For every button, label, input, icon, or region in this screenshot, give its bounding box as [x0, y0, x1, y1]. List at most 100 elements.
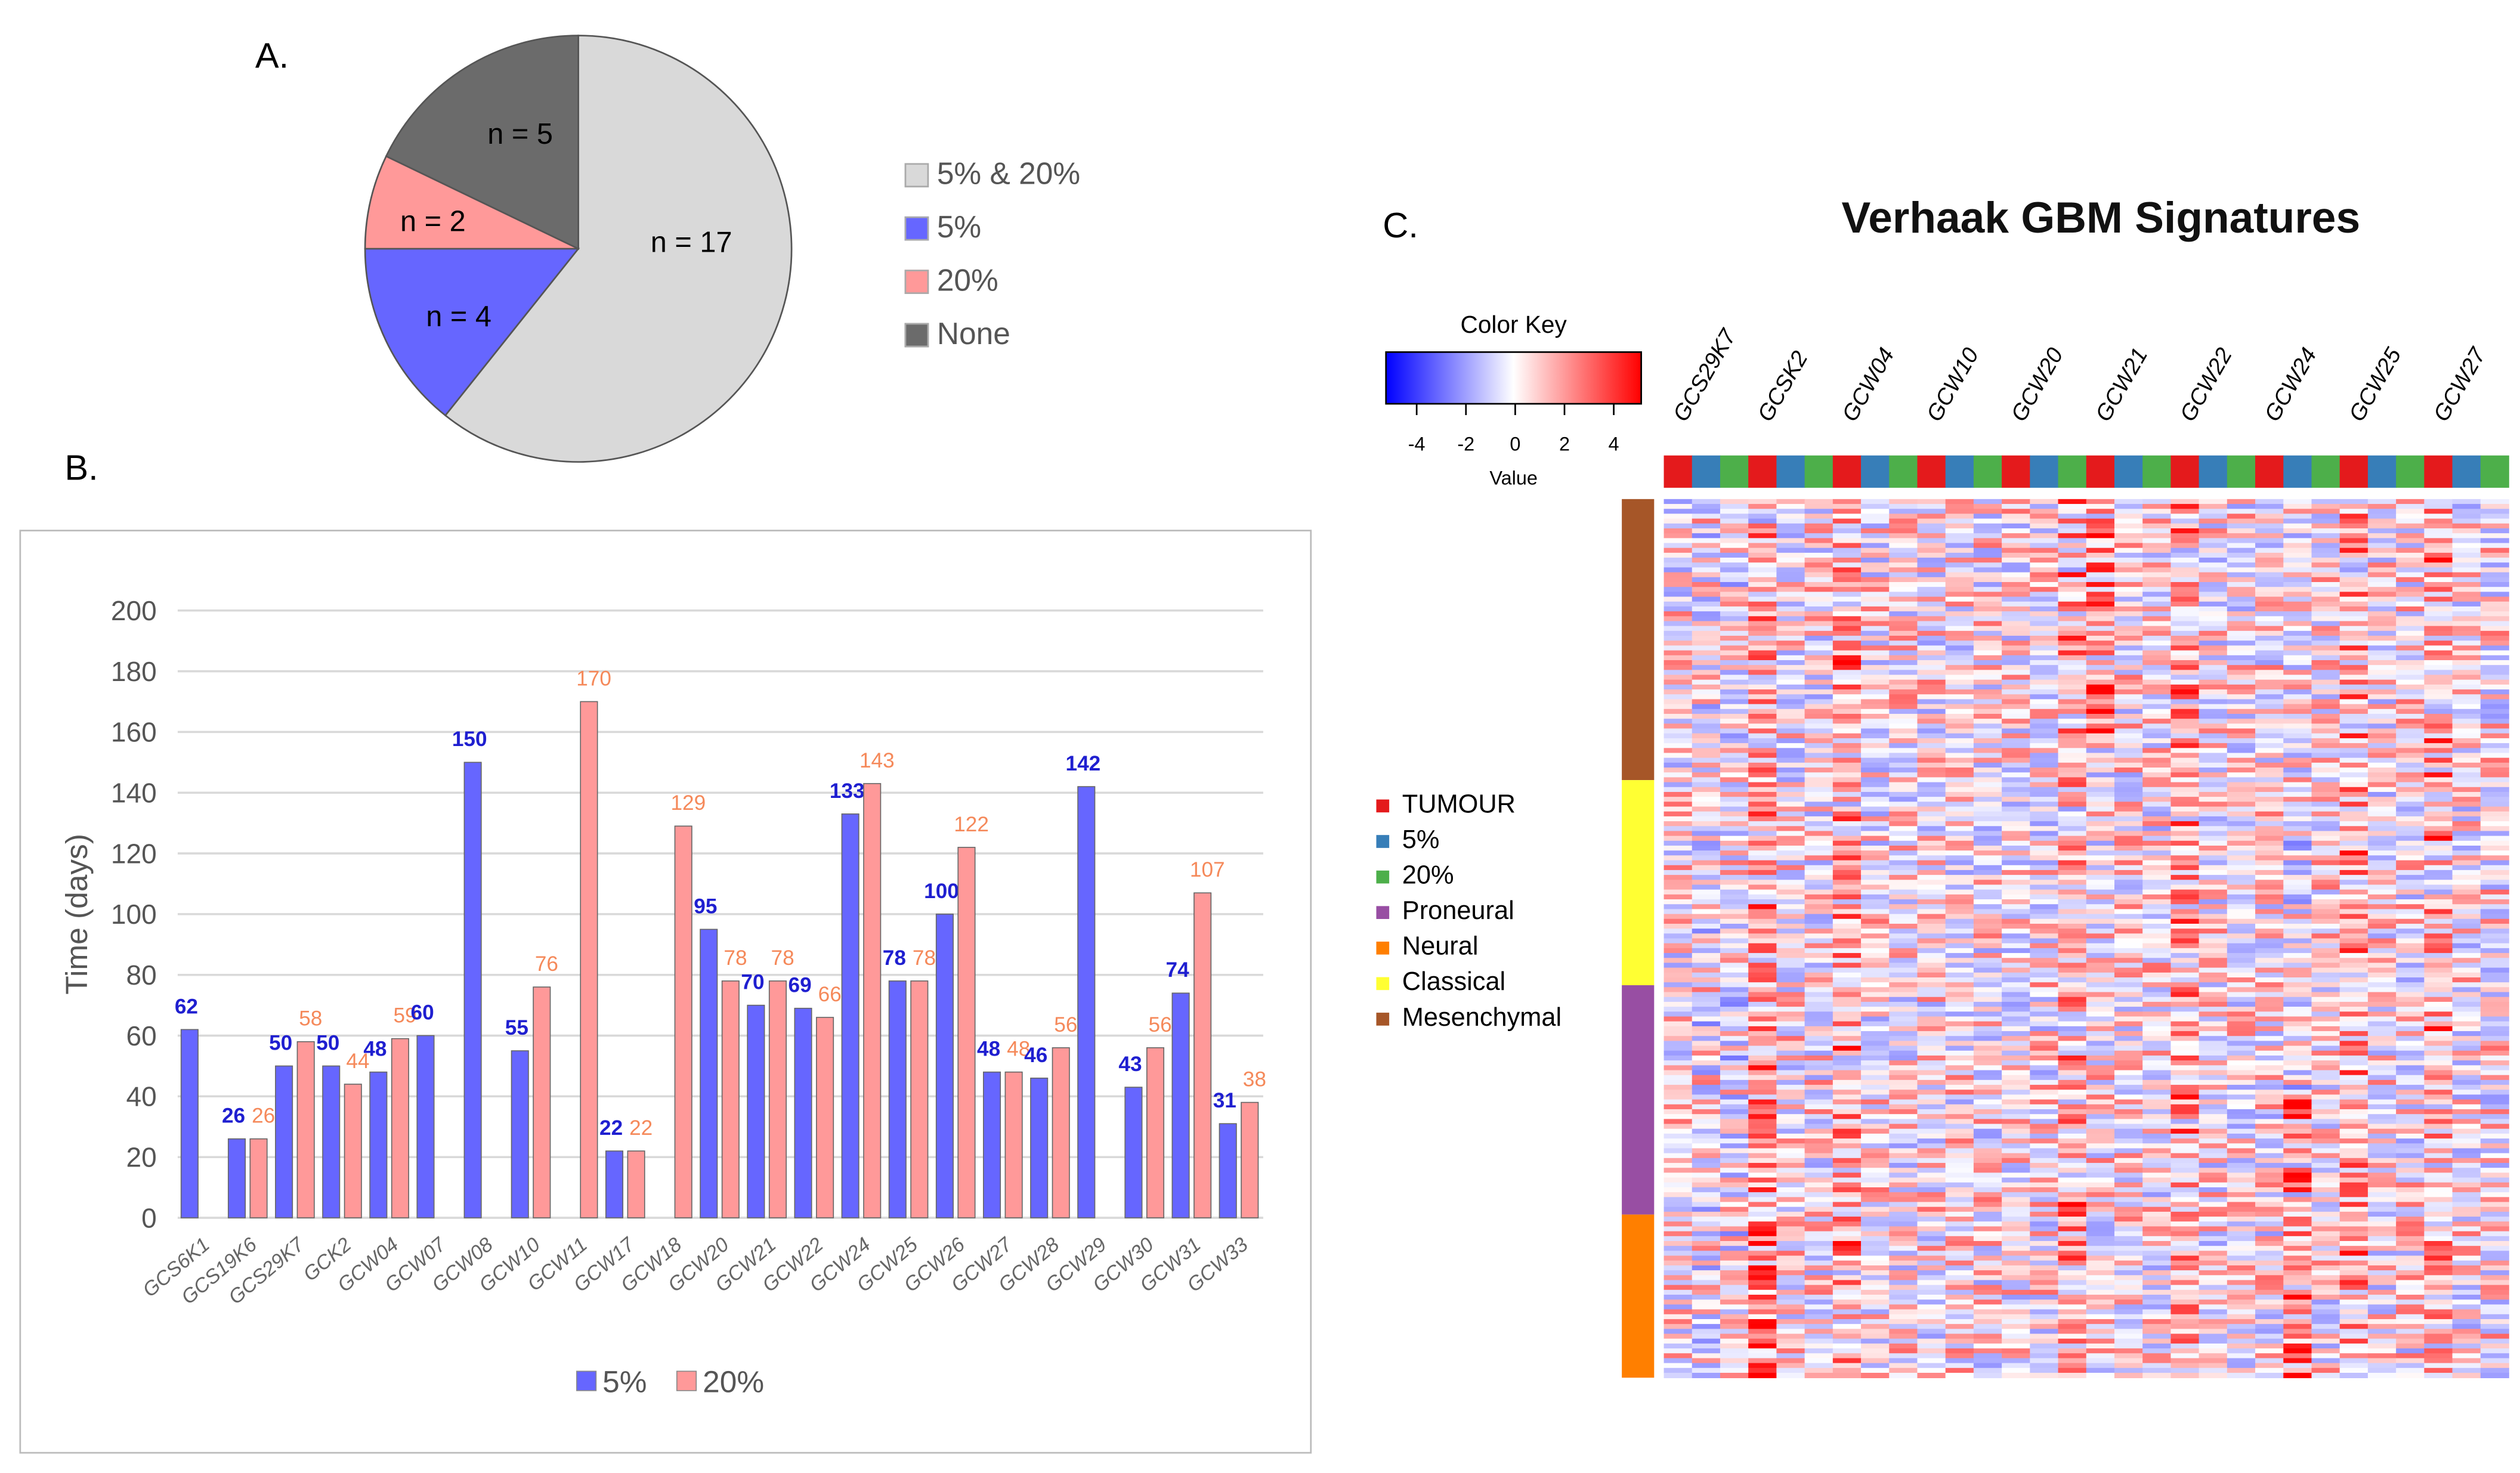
heatmap-cell — [1946, 553, 1974, 558]
heatmap-cell — [1692, 812, 1721, 817]
heatmap-cell — [2030, 1011, 2058, 1017]
heatmap-cell — [2086, 768, 2115, 773]
heatmap-cell — [2227, 782, 2256, 788]
heatmap-cell — [2199, 861, 2228, 866]
heatmap-cell — [2199, 1270, 2228, 1276]
heatmap-cell — [2283, 890, 2312, 895]
heatmap-cell — [2002, 577, 2030, 583]
heatmap-cell — [1664, 1168, 1693, 1173]
heatmap-cell — [1692, 562, 1721, 568]
heatmap-cell — [2086, 841, 2115, 846]
heatmap-cell — [2227, 1217, 2256, 1222]
heatmap-cell — [1692, 831, 1721, 836]
heatmap-cell — [1720, 611, 1749, 617]
heatmap-cell — [1861, 1075, 1890, 1081]
heatmap-cell — [1748, 777, 1777, 782]
heatmap-cell — [1720, 504, 1749, 509]
heatmap-cell — [2255, 1046, 2284, 1051]
heatmap-cell — [2199, 719, 2228, 724]
heatmap-cell — [2086, 1011, 2115, 1017]
heatmap-cell — [2199, 665, 2228, 670]
heatmap-cell — [1805, 1226, 1833, 1231]
heatmap-cell — [1917, 1236, 1946, 1242]
heatmap-cell — [1861, 548, 1890, 553]
heatmap-cell — [2311, 1192, 2340, 1197]
heatmap-cell — [2453, 919, 2481, 924]
heatmap-cell — [2142, 734, 2171, 739]
heatmap-cell — [1805, 651, 1833, 656]
heatmap-cell — [2086, 909, 2115, 914]
heatmap-cell — [2311, 606, 2340, 612]
heatmap-cell — [2199, 1178, 2228, 1183]
heatmap-cell — [1861, 861, 1890, 866]
heatmap-cell — [1776, 973, 1805, 978]
heatmap-cell — [2283, 548, 2312, 553]
heatmap-cell — [2002, 816, 2030, 822]
heatmap-cell — [2058, 553, 2087, 558]
column-annotation-cell — [2002, 456, 2030, 488]
heatmap-cell — [2030, 1261, 2058, 1266]
heatmap-cell — [2114, 528, 2143, 534]
heatmap-cell — [1946, 1163, 1974, 1168]
heatmap-cell — [1805, 743, 1833, 748]
heatmap-cell — [1692, 1070, 1721, 1076]
heatmap-cell — [2114, 582, 2143, 587]
heatmap-cell — [1692, 729, 1721, 734]
heatmap-cell — [1917, 1148, 1946, 1153]
heatmap-cell — [1861, 699, 1890, 704]
heatmap-cell — [2086, 977, 2115, 983]
heatmap-cell — [1720, 797, 1749, 802]
heatmap-cell — [1917, 689, 1946, 695]
heatmap-cell — [1833, 616, 1862, 621]
heatmap-cell — [1692, 528, 1721, 534]
heatmap-cell — [2002, 606, 2030, 612]
heatmap-cell — [2396, 1046, 2425, 1051]
heatmap-cell — [1946, 1207, 1974, 1212]
heatmap-cell — [2142, 1075, 2171, 1081]
heatmap-cell — [2283, 1265, 2312, 1271]
heatmap-cell — [2170, 533, 2199, 539]
heatmap-cell — [2481, 606, 2509, 612]
heatmap-cell — [2058, 670, 2087, 675]
heatmap-cell — [1861, 1104, 1890, 1110]
heatmap-cell — [2114, 880, 2143, 885]
heatmap-cell — [2199, 1241, 2228, 1246]
heatmap-cell — [1720, 704, 1749, 710]
heatmap-cell — [2368, 977, 2397, 983]
heatmap-cell — [1805, 1031, 1833, 1036]
heatmap-cell — [1776, 636, 1805, 641]
heatmap-cell — [2002, 987, 2030, 992]
heatmap-cell — [2311, 582, 2340, 587]
heatmap-cell — [2481, 982, 2509, 988]
heatmap-cell — [2340, 660, 2369, 666]
heatmap-cell — [2058, 948, 2087, 954]
heatmap-cell — [1833, 734, 1862, 739]
column-annotation-cell — [2199, 456, 2228, 488]
heatmap-cell — [1805, 826, 1833, 831]
heatmap-cell — [2283, 621, 2312, 626]
heatmap-cell — [1974, 734, 2002, 739]
heatmap-cell — [2453, 606, 2481, 612]
heatmap-cell — [1946, 519, 1974, 524]
heatmap-cell — [1664, 1221, 1693, 1227]
heatmap-cell — [1917, 812, 1946, 817]
bar-20pct — [1194, 893, 1211, 1218]
heatmap-cell — [1692, 699, 1721, 704]
heatmap-cell — [1664, 1241, 1693, 1246]
heatmap-cell — [1889, 1100, 1918, 1105]
heatmap-cell — [1776, 1124, 1805, 1129]
heatmap-cell — [2002, 880, 2030, 885]
heatmap-cell — [2058, 699, 2087, 704]
heatmap-cell — [2481, 929, 2509, 934]
heatmap-cell — [2453, 1011, 2481, 1017]
heatmap-cell — [2453, 1090, 2481, 1095]
heatmap-cell — [2368, 1217, 2397, 1222]
heatmap-cell — [2396, 709, 2425, 714]
heatmap-cell — [2368, 528, 2397, 534]
heatmap-cell — [1917, 924, 1946, 929]
heatmap-cell — [2368, 1070, 2397, 1076]
heatmap-cell — [1889, 914, 1918, 920]
heatmap-cell — [2481, 968, 2509, 973]
heatmap-cell — [1805, 685, 1833, 690]
heatmap-cell — [2114, 1119, 2143, 1124]
